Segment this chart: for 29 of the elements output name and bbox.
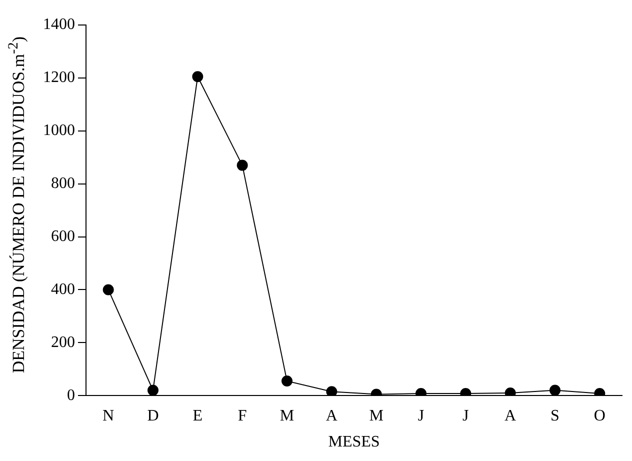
point — [102, 284, 114, 296]
x-tick-label: O — [594, 407, 606, 424]
x-tick-label: J — [462, 407, 469, 424]
x-tick-label: J — [418, 407, 424, 424]
point — [550, 384, 560, 396]
point — [236, 160, 248, 171]
point — [192, 71, 204, 82]
y-tick-label: 1400 — [43, 16, 75, 34]
x-tick-label: M — [369, 407, 384, 424]
y-tick-label: 0 — [67, 386, 75, 404]
y-tick-label: 600 — [51, 228, 75, 245]
point — [326, 386, 338, 396]
y-tick-label: 800 — [51, 175, 75, 192]
y-tick-label: 200 — [51, 334, 75, 351]
x-tick-label: S — [550, 407, 560, 424]
x-tick-label: F — [238, 407, 247, 424]
x-tick-label: N — [102, 407, 115, 424]
y-tick-label: 400 — [51, 280, 75, 298]
y-tick-label: 1000 — [43, 122, 75, 140]
point — [504, 387, 516, 396]
x-tick-label: A — [326, 407, 338, 424]
x-tick-label: E — [192, 407, 203, 424]
x-tick-label: M — [280, 407, 294, 424]
x-axis-title: MESES — [328, 434, 380, 451]
y-tick-label: 1200 — [43, 69, 75, 86]
point — [282, 376, 292, 387]
point — [148, 384, 158, 396]
x-tick-label: D — [147, 407, 159, 424]
x-tick-label: A — [504, 407, 517, 424]
